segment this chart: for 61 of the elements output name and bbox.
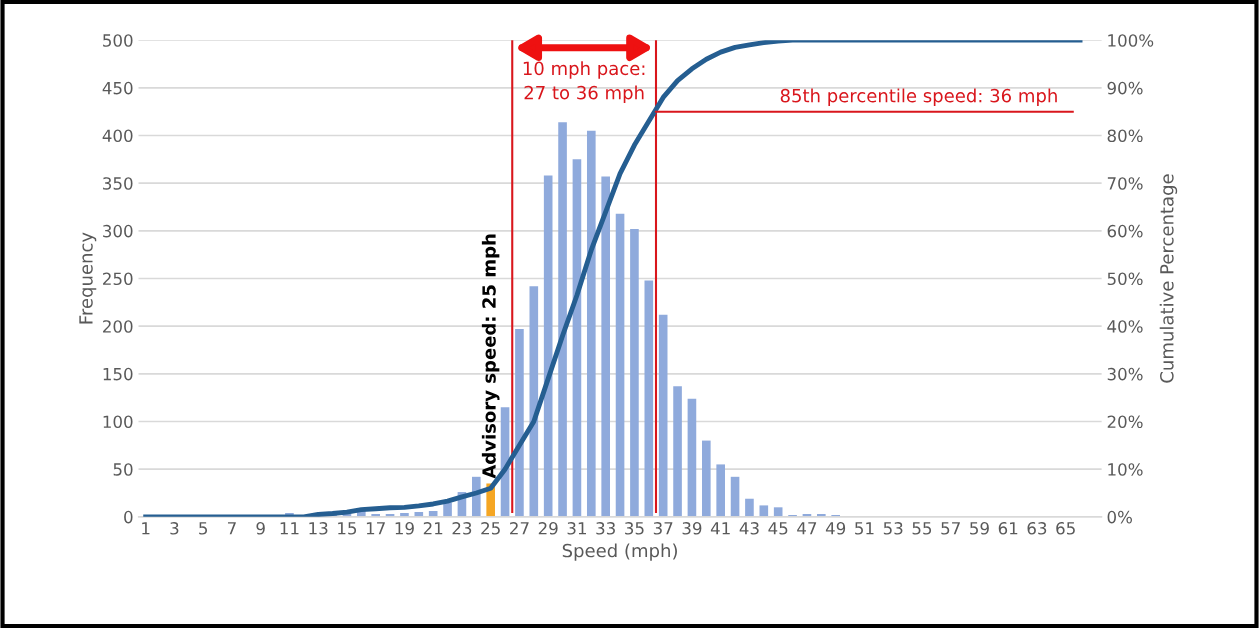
y-tick-label: 500 (103, 34, 133, 47)
x-tick-label: 33 (596, 522, 615, 535)
y-tick-label: 250 (103, 272, 133, 286)
x-tick-label: 65 (1056, 522, 1075, 535)
y2-axis-title: Cumulative Percentage (1159, 174, 1178, 383)
x-tick-label: 37 (653, 522, 673, 535)
x-tick-label: 45 (768, 522, 788, 535)
x-tick-label: 17 (366, 522, 385, 535)
x-tick-label: 13 (309, 522, 328, 535)
y2-tick-label: 20% (1107, 415, 1143, 429)
x-tick-label: 21 (423, 522, 443, 535)
y2-tick-label: 100% (1108, 34, 1154, 47)
x-tick-label: 15 (338, 522, 357, 535)
x-tick-label: 41 (710, 522, 730, 535)
y2-tick-label: 30% (1107, 367, 1143, 381)
x-tick-label: 39 (682, 522, 702, 535)
annotation: 10 mph pace: 27 to 36 mph (523, 61, 645, 103)
x-tick-label: 57 (941, 522, 960, 535)
x-tick-label: 53 (883, 522, 903, 535)
x-tick-label: 5 (199, 522, 208, 535)
x-tick-label: 27 (510, 522, 529, 535)
y-tick-label: 450 (102, 81, 133, 95)
y2-tick-label: 40% (1107, 320, 1143, 333)
y2-tick-label: 70% (1107, 177, 1143, 190)
x-tick-label: 47 (797, 522, 817, 535)
y2-tick-label: 10% (1108, 463, 1143, 476)
ref-line-label: 85th percentile speed: 36 mph (780, 88, 1057, 106)
y-tick-label: 350 (103, 177, 133, 190)
y2-tick-label: 90% (1107, 81, 1143, 95)
x-tick-label: 23 (452, 522, 472, 535)
y-tick-label: 300 (103, 224, 133, 238)
annotation: Advisory speed: 25 mph (481, 234, 500, 479)
x-tick-label: 29 (538, 522, 558, 535)
y-tick-label: 200 (103, 320, 133, 333)
x-tick-label: 49 (825, 522, 846, 535)
x-tick-label: 1 (142, 522, 150, 535)
y2-tick-label: 60% (1107, 224, 1143, 238)
y-tick-label: 150 (103, 367, 133, 381)
x-tick-label: 19 (395, 522, 414, 535)
x-tick-label: 51 (855, 522, 874, 535)
y2-tick-label: 80% (1107, 129, 1143, 143)
x-tick-label: 35 (625, 522, 644, 535)
x-tick-label: 63 (1027, 522, 1047, 535)
x-tick-label: 3 (170, 522, 179, 535)
x-tick-label: 9 (256, 522, 265, 535)
x-tick-label: 7 (227, 522, 236, 535)
x-tick-label: 55 (912, 522, 932, 535)
x-tick-label: 25 (481, 522, 500, 535)
y2-tick-label: 0% (1107, 510, 1133, 524)
x-tick-label: 59 (970, 522, 989, 535)
y-tick-label: 100 (103, 415, 133, 429)
y-tick-label: 50 (113, 463, 133, 476)
x-axis-title: Speed (mph) (562, 543, 677, 561)
x-tick-label: 43 (739, 522, 759, 535)
x-tick-label: 31 (567, 522, 586, 535)
x-tick-label: 61 (998, 522, 1018, 535)
y-tick-label: 0 (124, 510, 133, 524)
y2-tick-label: 50% (1107, 272, 1143, 286)
y-axis-title: Frequency (79, 232, 97, 324)
x-tick-label: 11 (280, 522, 299, 535)
y-tick-label: 400 (102, 129, 133, 143)
